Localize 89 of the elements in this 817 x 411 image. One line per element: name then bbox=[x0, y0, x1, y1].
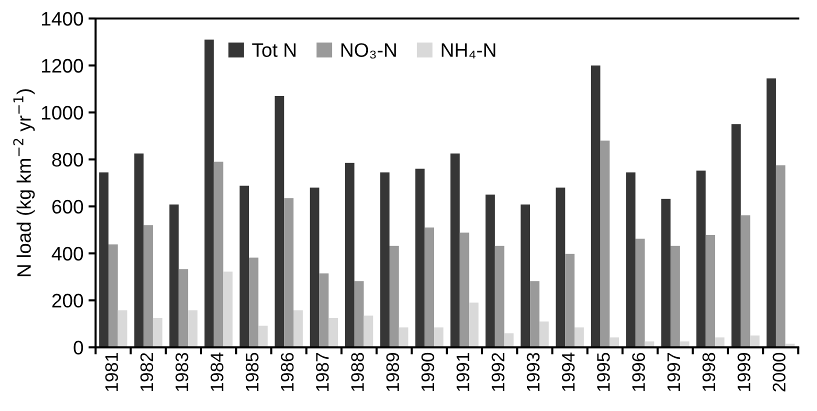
bar bbox=[293, 310, 303, 348]
bar bbox=[434, 327, 444, 348]
bar bbox=[99, 172, 108, 348]
bar bbox=[108, 244, 118, 348]
legend-label: NH₄-N bbox=[442, 43, 496, 58]
bar bbox=[188, 310, 198, 348]
bar bbox=[310, 188, 320, 348]
bar bbox=[214, 162, 224, 348]
x-tick-label: 1983 bbox=[175, 352, 188, 391]
bar bbox=[740, 215, 750, 348]
bar bbox=[520, 204, 530, 348]
legend-label: NO₃-N bbox=[341, 43, 396, 59]
bar bbox=[486, 194, 495, 348]
bar bbox=[670, 246, 680, 348]
bar bbox=[345, 162, 354, 348]
y-tick-label: 800 bbox=[52, 152, 84, 167]
bar bbox=[574, 327, 584, 348]
x-tick-label: 1986 bbox=[280, 352, 294, 391]
y-tick-label: 400 bbox=[52, 246, 84, 261]
x-tick-label: 1995 bbox=[597, 352, 610, 391]
bar bbox=[450, 154, 460, 348]
x-tick-label: 1998 bbox=[702, 352, 716, 391]
bar bbox=[590, 65, 600, 348]
y-tick-label: 1000 bbox=[42, 106, 84, 120]
x-tick-label: 1981 bbox=[105, 353, 118, 391]
bar bbox=[398, 327, 408, 348]
x-tick-label: 1990 bbox=[421, 352, 434, 391]
bar bbox=[626, 172, 636, 348]
bar bbox=[750, 336, 760, 348]
bar bbox=[706, 235, 716, 348]
x-tick-label: 1988 bbox=[351, 352, 364, 391]
x-tick-label: 1987 bbox=[316, 353, 329, 391]
bar bbox=[715, 337, 724, 348]
y-tick-label: 600 bbox=[52, 200, 84, 214]
y-tick-label: 1400 bbox=[42, 12, 84, 26]
x-tick-label: 1997 bbox=[667, 353, 680, 391]
bar bbox=[696, 170, 706, 348]
y-axis-title: N load (kg km$^{−2}$ yr$^{−1}$) bbox=[13, 89, 35, 276]
y-tick-label: 0 bbox=[74, 340, 84, 355]
bar bbox=[204, 40, 214, 348]
bar bbox=[178, 269, 188, 348]
bar bbox=[661, 198, 671, 348]
bar bbox=[556, 188, 566, 348]
bar bbox=[494, 246, 504, 348]
x-tick-label: 2000 bbox=[772, 352, 786, 392]
x-tick-label: 1989 bbox=[386, 353, 400, 391]
bar bbox=[152, 318, 162, 348]
bar bbox=[223, 272, 233, 348]
legend-label: Tot N bbox=[252, 43, 296, 57]
bar bbox=[635, 238, 645, 348]
x-tick-label: 1982 bbox=[140, 353, 154, 391]
bar bbox=[776, 165, 786, 348]
bar bbox=[319, 273, 329, 348]
bar bbox=[390, 246, 399, 348]
bar bbox=[169, 204, 179, 348]
bar bbox=[258, 326, 268, 348]
x-tick-label: 1984 bbox=[210, 352, 224, 391]
bar bbox=[460, 232, 470, 348]
bar bbox=[274, 96, 284, 348]
x-tick-label: 1991 bbox=[456, 353, 470, 391]
bar bbox=[118, 310, 128, 348]
bar bbox=[766, 78, 776, 348]
bar bbox=[248, 258, 258, 348]
y-tick-label: 1200 bbox=[42, 58, 84, 73]
bar bbox=[354, 281, 364, 348]
bar bbox=[415, 168, 425, 348]
bar bbox=[565, 254, 575, 348]
bar bbox=[469, 302, 479, 348]
bar bbox=[328, 318, 338, 348]
y-tick-label: 200 bbox=[52, 294, 84, 308]
bar bbox=[144, 225, 153, 348]
bar bbox=[380, 172, 390, 348]
bar bbox=[364, 316, 374, 348]
x-tick-label: 1996 bbox=[632, 352, 645, 391]
bar bbox=[240, 186, 249, 348]
x-tick-label: 1992 bbox=[492, 353, 504, 391]
bar bbox=[530, 281, 540, 348]
bar bbox=[731, 124, 741, 348]
bar bbox=[504, 333, 514, 348]
bar bbox=[539, 321, 549, 348]
bar bbox=[610, 337, 620, 348]
x-tick-label: 1994 bbox=[562, 352, 575, 391]
bar bbox=[600, 140, 610, 348]
x-tick-label: 1985 bbox=[246, 352, 259, 391]
x-tick-label: 1999 bbox=[738, 353, 750, 391]
bar bbox=[284, 198, 294, 348]
bar bbox=[134, 154, 144, 348]
bar bbox=[424, 228, 434, 348]
x-tick-label: 1993 bbox=[526, 352, 540, 391]
